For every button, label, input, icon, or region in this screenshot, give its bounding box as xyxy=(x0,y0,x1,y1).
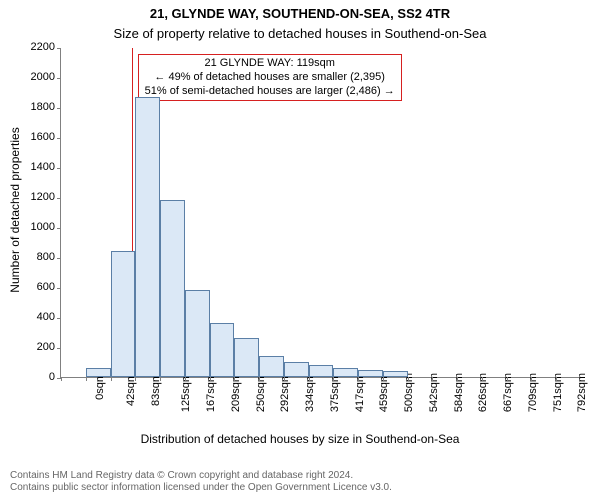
histogram-bar xyxy=(135,97,160,378)
x-tick-mark xyxy=(210,377,211,381)
y-tick-label: 600 xyxy=(37,281,61,293)
y-tick-mark xyxy=(57,78,61,79)
annotation-box: 21 GLYNDE WAY: 119sqm ← 49% of detached … xyxy=(138,54,402,101)
y-tick-mark xyxy=(57,228,61,229)
x-tick-mark xyxy=(61,377,62,381)
histogram-bar xyxy=(86,368,111,377)
y-tick-mark xyxy=(57,288,61,289)
y-tick-label: 1200 xyxy=(31,191,61,203)
histogram-bar xyxy=(111,251,136,377)
histogram-bar xyxy=(160,200,185,377)
x-tick-mark xyxy=(86,377,87,381)
plot-area: 21 GLYNDE WAY: 119sqm ← 49% of detached … xyxy=(60,48,580,378)
y-axis-label: Number of detached properties xyxy=(8,110,22,310)
x-tick-mark xyxy=(185,377,186,381)
y-tick-label: 2000 xyxy=(31,71,61,83)
annotation-line-1: 21 GLYNDE WAY: 119sqm xyxy=(145,57,395,71)
histogram-bar xyxy=(358,370,383,378)
x-tick-mark xyxy=(160,377,161,381)
x-tick-mark xyxy=(432,377,433,381)
annotation-line-2: ← 49% of detached houses are smaller (2,… xyxy=(145,71,395,85)
x-tick-mark xyxy=(408,377,409,381)
x-tick-mark xyxy=(556,377,557,381)
x-tick-mark xyxy=(111,377,112,381)
y-tick-label: 1800 xyxy=(31,101,61,113)
y-tick-mark xyxy=(57,258,61,259)
y-tick-mark xyxy=(57,318,61,319)
footer-line-2: Contains public sector information licen… xyxy=(10,482,590,494)
y-tick-label: 1600 xyxy=(31,131,61,143)
y-tick-mark xyxy=(57,48,61,49)
x-tick-mark xyxy=(259,377,260,381)
y-tick-mark xyxy=(57,108,61,109)
x-tick-mark xyxy=(234,377,235,381)
histogram-bar xyxy=(259,356,284,377)
histogram-bar xyxy=(210,323,235,377)
footer-line-1: Contains HM Land Registry data © Crown c… xyxy=(10,470,590,482)
y-tick-label: 800 xyxy=(37,251,61,263)
x-tick-mark xyxy=(507,377,508,381)
y-tick-label: 0 xyxy=(49,371,61,383)
x-tick-mark xyxy=(383,377,384,381)
x-tick-mark xyxy=(358,377,359,381)
y-tick-mark xyxy=(57,348,61,349)
x-tick-label: 792sqm xyxy=(573,373,589,412)
histogram-bar xyxy=(234,338,259,377)
y-tick-mark xyxy=(57,138,61,139)
histogram-bar xyxy=(185,290,210,377)
y-tick-mark xyxy=(57,198,61,199)
histogram-bar xyxy=(284,362,309,377)
x-tick-mark xyxy=(284,377,285,381)
histogram-bar xyxy=(333,368,358,377)
y-tick-label: 2200 xyxy=(31,41,61,53)
x-tick-mark xyxy=(482,377,483,381)
y-tick-label: 400 xyxy=(37,311,61,323)
y-tick-label: 1000 xyxy=(31,221,61,233)
x-tick-mark xyxy=(531,377,532,381)
histogram-bar xyxy=(383,371,408,377)
x-tick-mark xyxy=(457,377,458,381)
x-tick-label: 0sqm xyxy=(90,373,106,400)
y-tick-mark xyxy=(57,168,61,169)
x-axis-label: Distribution of detached houses by size … xyxy=(0,432,600,446)
annotation-line-3: 51% of semi-detached houses are larger (… xyxy=(145,85,395,99)
attribution-footer: Contains HM Land Registry data © Crown c… xyxy=(10,470,590,494)
chart-title-sub: Size of property relative to detached ho… xyxy=(0,26,600,41)
x-tick-mark xyxy=(135,377,136,381)
x-tick-mark xyxy=(309,377,310,381)
y-tick-label: 200 xyxy=(37,341,61,353)
y-tick-label: 1400 xyxy=(31,161,61,173)
histogram-bar xyxy=(309,365,334,377)
chart-title-main: 21, GLYNDE WAY, SOUTHEND-ON-SEA, SS2 4TR xyxy=(0,6,600,21)
x-tick-mark xyxy=(333,377,334,381)
